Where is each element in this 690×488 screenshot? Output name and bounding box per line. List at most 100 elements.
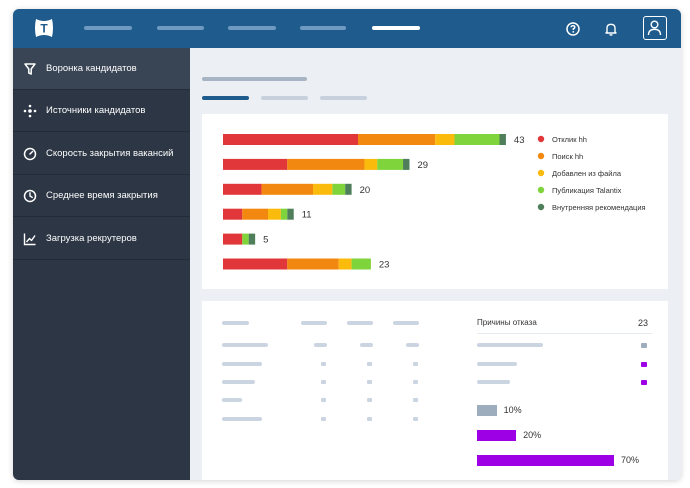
sidebar-item-label: Источники кандидатов [46, 105, 146, 116]
table-cell [222, 398, 242, 402]
sidebar-item-closing-speed[interactable]: Скорость закрытия вакансий [13, 133, 190, 175]
legend-swatch [537, 169, 545, 177]
rejection-reason-value: 70% [621, 455, 640, 465]
funnel-card: 43 29 20 11 5 23 Отклик hh Поиск hh Добавлен из … [202, 114, 668, 289]
sidebar-item-average-time[interactable]: Среднее время закрытия [13, 175, 190, 217]
sidebar-item-recruiters-load[interactable]: Загрузка рекрутеров [13, 218, 190, 260]
funnel-bar-total: 5 [263, 235, 268, 246]
nav-tab[interactable] [228, 26, 276, 30]
legend-label: Публикация Talantix [552, 186, 622, 195]
page-title-placeholder [202, 77, 307, 81]
table-cell [367, 380, 372, 384]
funnel-bar-segment[interactable] [403, 158, 410, 170]
funnel-bar-total: 20 [360, 185, 371, 196]
sidebar-item-funnel[interactable]: Воронка кандидатов [13, 48, 190, 90]
nav-tab[interactable] [157, 26, 204, 30]
legend-swatch [537, 186, 545, 194]
funnel-bar-segment[interactable] [364, 158, 378, 170]
nav-tab[interactable] [300, 26, 346, 30]
rejection-reason-bar[interactable] [477, 430, 517, 441]
table-cell [321, 417, 326, 421]
funnel-bar-segment[interactable] [287, 158, 365, 170]
legend-swatch [537, 152, 545, 160]
divider [477, 333, 652, 334]
rejection-reason-value: 20% [523, 430, 542, 440]
table-header-cell [347, 321, 373, 325]
details-card: Причины отказа 23 10% 20% 70% [202, 301, 668, 480]
funnel-bar-segment[interactable] [499, 134, 506, 145]
sidebar-item-label: Воронка кандидатов [46, 63, 137, 74]
funnel-bar-segment[interactable] [313, 183, 333, 195]
table-header-cell [301, 321, 327, 325]
table-cell [413, 398, 418, 402]
funnel-bar-segment[interactable] [358, 134, 436, 145]
table-cell [222, 343, 268, 347]
funnel-bar-segment[interactable] [261, 183, 314, 195]
clock-icon [23, 189, 37, 203]
funnel-bar-segment[interactable] [345, 183, 352, 195]
logo-letter: T [40, 22, 48, 36]
funnel-bar-segment[interactable] [242, 233, 249, 245]
rejection-reasons-count: 23 [638, 318, 649, 328]
help-circle-icon[interactable] [563, 19, 583, 39]
funnel-bar-segment[interactable] [268, 208, 281, 220]
funnel-bar-segment[interactable] [435, 134, 455, 145]
funnel-bar-total: 43 [514, 135, 525, 146]
funnel-bar-total: 23 [379, 260, 390, 271]
funnel-bar-segment[interactable] [248, 233, 256, 245]
user-avatar-button[interactable] [643, 16, 667, 40]
table-cell [222, 380, 255, 384]
nav-tab[interactable] [84, 26, 132, 30]
funnel-bar-segment[interactable] [223, 183, 262, 195]
rejection-reasons-chart: 10% 20% 70% [477, 405, 667, 475]
tab[interactable] [320, 96, 367, 100]
rejection-reason-bar[interactable] [477, 455, 614, 466]
reason-row-marker [641, 343, 647, 348]
funnel-bar-segment[interactable] [377, 158, 404, 170]
funnel-icon [24, 63, 36, 75]
table-cell [321, 380, 326, 384]
tab-active[interactable] [202, 96, 249, 100]
funnel-bar-segment[interactable] [223, 158, 288, 170]
bell-icon[interactable] [601, 19, 621, 39]
app-window: T Воронка кандидатов [13, 9, 681, 480]
tab[interactable] [261, 96, 308, 100]
funnel-bar-total: 29 [417, 160, 428, 171]
funnel-bar-segment[interactable] [223, 258, 288, 270]
sidebar-item-label: Скорость закрытия вакансий [46, 148, 174, 159]
table-cell [406, 343, 419, 347]
table-cell [413, 380, 418, 384]
funnel-bar-segment[interactable] [242, 208, 269, 220]
table-cell [367, 417, 372, 421]
speedometer-icon [23, 147, 37, 161]
table-cell [413, 417, 418, 421]
funnel-bar-segment[interactable] [351, 258, 371, 270]
legend-label: Отклик hh [552, 135, 587, 144]
table-cell [222, 362, 262, 366]
rejection-reasons-title: Причины отказа [477, 318, 537, 327]
funnel-bar-segment[interactable] [454, 134, 500, 145]
table-cell [360, 343, 373, 347]
funnel-bar-segment[interactable] [332, 183, 346, 195]
table-cell [413, 362, 418, 366]
user-icon [647, 20, 662, 36]
talantix-logo-icon[interactable]: T [32, 16, 56, 40]
line-chart-icon [23, 233, 36, 246]
funnel-bar-segment[interactable] [223, 134, 359, 145]
funnel-bar-segment[interactable] [223, 233, 243, 245]
nav-tab-active[interactable] [372, 26, 420, 30]
funnel-bar-segment[interactable] [280, 208, 288, 220]
funnel-bar-segment[interactable] [287, 258, 339, 270]
funnel-bar-segment[interactable] [338, 258, 352, 270]
funnel-bar-segment[interactable] [287, 208, 294, 220]
funnel-bar-segment[interactable] [223, 208, 243, 220]
reason-row-label [477, 362, 517, 366]
sidebar-item-sources[interactable]: Источники кандидатов [13, 90, 190, 132]
table-header-cell [393, 321, 419, 325]
table-cell [367, 398, 372, 402]
legend-swatch [537, 135, 545, 143]
legend-label: Добавлен из файла [552, 169, 622, 178]
rejection-reason-bar[interactable] [477, 405, 497, 416]
reason-row-marker [641, 380, 647, 385]
main-content: 43 29 20 11 5 23 Отклик hh Поиск hh Добавлен из … [190, 48, 681, 480]
